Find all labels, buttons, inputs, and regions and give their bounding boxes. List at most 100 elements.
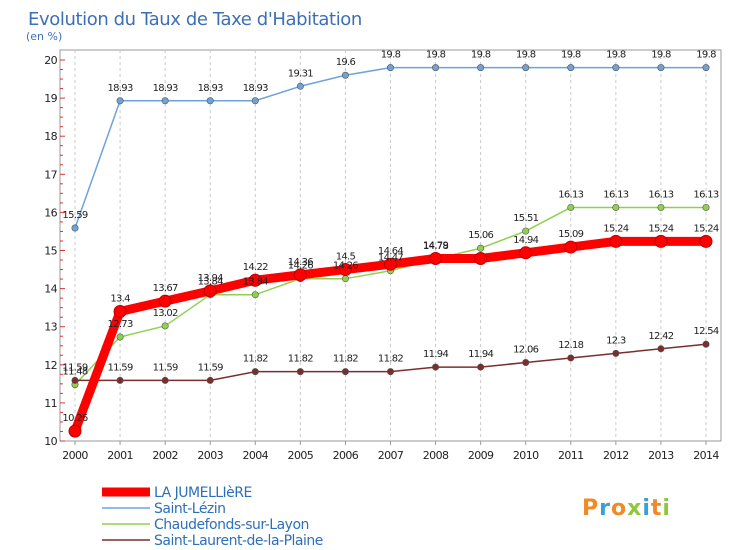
data-point: [702, 340, 710, 348]
x-tick-label: 2008: [423, 449, 449, 462]
x-tick-label: 2001: [107, 449, 133, 462]
data-point: [522, 227, 530, 235]
y-tick-label: 11: [44, 397, 57, 410]
data-point: [158, 294, 172, 308]
x-tick-label: 2009: [468, 449, 494, 462]
data-label: 19.8: [561, 50, 581, 61]
data-point: [477, 244, 485, 252]
data-label: 15.09: [558, 229, 583, 240]
data-point: [116, 376, 124, 384]
logo-letter: o: [611, 496, 627, 521]
logo-letter: x: [627, 496, 642, 521]
data-label: 14.36: [288, 257, 313, 268]
data-label: 13.84: [243, 277, 268, 288]
y-tick-label: 20: [44, 54, 57, 67]
logo-letter: i: [642, 496, 651, 521]
data-label: 15.51: [513, 213, 538, 224]
data-label: 13.02: [153, 308, 178, 319]
legend-label: LA JUMELLIèRE: [154, 485, 252, 501]
data-label: 14.94: [513, 235, 538, 246]
data-label: 12.54: [693, 326, 718, 337]
x-tick-label: 2000: [62, 449, 88, 462]
data-label: 13.67: [153, 283, 178, 294]
data-point: [567, 203, 575, 211]
data-label: 11.59: [62, 362, 87, 373]
data-label: 12.73: [108, 319, 133, 330]
data-point: [612, 203, 620, 211]
logo-letter: i: [662, 496, 671, 521]
data-point: [341, 71, 349, 79]
data-label: 11.94: [468, 349, 493, 360]
legend-label: Saint-Lézin: [154, 501, 226, 517]
data-label: 13.4: [110, 293, 130, 304]
logo-letter: P: [582, 496, 599, 521]
data-point: [567, 64, 575, 72]
logo-text: Proxiti: [582, 496, 671, 521]
plot-area: 10 11 12 13 14 15 16 17 18 19 20 2000 2001 2002 2003 20…: [44, 49, 722, 462]
data-point: [206, 376, 214, 384]
data-label: 19.8: [696, 50, 716, 61]
data-point: [251, 368, 259, 376]
data-point: [203, 284, 217, 298]
data-point: [293, 268, 307, 282]
legend-label: Chaudefonds-sur-Layon: [154, 517, 309, 533]
x-tick-label: 2012: [603, 449, 629, 462]
data-point: [386, 368, 394, 376]
data-label: 10.26: [62, 413, 87, 424]
data-label: 19.31: [288, 68, 313, 79]
data-point: [432, 363, 440, 371]
x-tick-label: 2003: [197, 449, 223, 462]
data-label: 14.47: [378, 253, 403, 264]
data-point: [338, 263, 352, 277]
data-label: 19.8: [381, 50, 401, 61]
data-point: [248, 273, 262, 287]
data-point: [612, 64, 620, 72]
data-label: 13.94: [198, 273, 223, 284]
data-point: [657, 203, 665, 211]
data-label: 11.82: [288, 354, 313, 365]
data-point: [429, 252, 443, 266]
x-tick-label: 2014: [693, 449, 719, 462]
x-tick-label: 2004: [242, 449, 268, 462]
data-label: 14.64: [378, 246, 403, 257]
data-label: 12.3: [606, 335, 626, 346]
data-point: [522, 64, 530, 72]
data-label: 13.84: [198, 277, 223, 288]
chart-subtitle: (en %): [26, 30, 62, 43]
data-point: [564, 240, 578, 254]
data-point: [296, 82, 304, 90]
data-point: [477, 64, 485, 72]
data-label: 15.24: [603, 223, 628, 234]
data-label: 11.48: [62, 367, 87, 378]
data-point: [116, 97, 124, 105]
data-label: 19.6: [336, 57, 356, 68]
data-point: [68, 424, 82, 438]
data-label: 19.8: [426, 50, 446, 61]
data-label: 18.93: [243, 83, 268, 94]
x-tick-label: 2005: [288, 449, 314, 462]
y-tick-label: 16: [44, 206, 57, 219]
data-point: [161, 376, 169, 384]
data-label: 14.79: [423, 241, 448, 252]
legend: LA JUMELLIèRESaint-LézinChaudefonds-sur-…: [102, 485, 323, 549]
data-label: 14.78: [423, 241, 448, 252]
data-point: [474, 252, 488, 266]
data-label: 14.5: [336, 252, 356, 263]
data-point: [161, 97, 169, 105]
y-tick-label: 14: [44, 283, 57, 296]
legend-label: Saint-Laurent-de-la-Plaine: [154, 533, 323, 549]
data-label: 19.8: [606, 50, 626, 61]
data-label: 15.24: [693, 223, 718, 234]
data-label: 16.13: [558, 189, 583, 200]
data-point: [702, 64, 710, 72]
proxiti-logo: Proxiti: [582, 496, 671, 521]
data-point: [113, 304, 127, 318]
y-tick-label: 19: [44, 92, 57, 105]
x-tick-label: 2010: [513, 449, 539, 462]
data-label: 11.82: [378, 354, 403, 365]
y-tick-label: 17: [44, 168, 57, 181]
data-label: 11.59: [198, 362, 223, 373]
x-tick-label: 2011: [558, 449, 584, 462]
logo-letter: r: [599, 496, 611, 521]
x-tick-label: 2002: [152, 449, 178, 462]
